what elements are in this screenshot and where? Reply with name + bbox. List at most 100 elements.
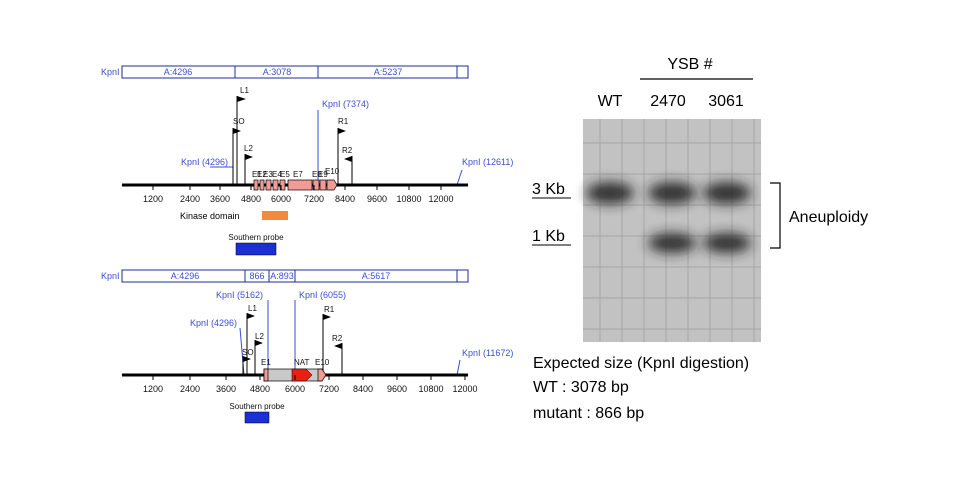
svg-text:R1: R1 xyxy=(324,305,335,314)
lane-label: 2470 xyxy=(650,93,686,110)
top-fragment-bar xyxy=(121,65,469,79)
svg-text:E1: E1 xyxy=(252,170,262,179)
bottom-exon-label: NAT xyxy=(294,358,310,367)
svg-text:L1: L1 xyxy=(240,86,249,95)
bottom-map: KpnI A:4296 866 A:893 A:5617 KpnI (5162)… xyxy=(101,269,513,424)
svg-text:L1: L1 xyxy=(248,304,257,313)
svg-text:E8: E8 xyxy=(312,170,322,179)
top-southern-probe xyxy=(235,242,277,256)
aneuploidy-bracket xyxy=(770,182,781,249)
top-primer-r2: R2 xyxy=(342,146,353,185)
bottom-kpn-left-label: KpnI xyxy=(101,271,120,281)
top-site-label: KpnI (12611) xyxy=(462,157,513,167)
note-line: Expected size (KpnI digestion) xyxy=(533,355,749,372)
gel-header: YSB # xyxy=(667,56,712,73)
svg-text:8400: 8400 xyxy=(353,384,373,394)
svg-text:L2: L2 xyxy=(244,144,253,153)
gel-panel: YSB # WT 2470 3061 3 Kb 1 Kb xyxy=(532,56,868,342)
svg-text:1200: 1200 xyxy=(143,384,163,394)
gel-band xyxy=(703,182,751,204)
bottom-fragment-label: 866 xyxy=(249,271,264,281)
bottom-southern-probe xyxy=(244,411,270,424)
svg-text:L2: L2 xyxy=(255,332,264,341)
top-fragment-label: A:3078 xyxy=(263,67,292,77)
gel-band xyxy=(586,182,634,204)
svg-text:E3: E3 xyxy=(263,170,273,179)
svg-text:2400: 2400 xyxy=(180,194,200,204)
expected-size-notes: Expected size (KpnI digestion) WT : 3078… xyxy=(533,355,749,422)
svg-text:E10: E10 xyxy=(325,167,340,176)
svg-text:6000: 6000 xyxy=(285,384,305,394)
svg-text:R1: R1 xyxy=(338,117,349,126)
svg-text:E4: E4 xyxy=(272,170,282,179)
top-map: KpnI A:4296 A:3078 A:5237 KpnI (4296) Kp… xyxy=(101,65,513,256)
top-site-line xyxy=(210,166,234,185)
svg-text:E5: E5 xyxy=(280,170,290,179)
bottom-exon-label: E1 xyxy=(261,358,271,367)
aneuploidy-label: Aneuploidy xyxy=(789,209,868,226)
top-primer-so: SO xyxy=(232,117,245,185)
top-exon-labels: E1 E2 E3 E4 E5 E7 E8 E9 E10 xyxy=(252,167,340,179)
svg-text:4800: 4800 xyxy=(241,194,261,204)
top-scale-ticks: 1200 2400 3600 4800 6000 7200 8400 9600 … xyxy=(143,185,454,204)
bottom-primer-r1: R1 xyxy=(322,305,335,375)
kinase-domain-label: Kinase domain xyxy=(180,211,240,221)
svg-text:E2: E2 xyxy=(257,170,267,179)
top-site-label: KpnI (4296) xyxy=(181,157,228,167)
bottom-site-label: KpnI (5162) xyxy=(216,290,263,300)
gel-blot xyxy=(583,119,761,342)
svg-text:4800: 4800 xyxy=(250,384,270,394)
top-fragment-label: A:4296 xyxy=(164,67,193,77)
bottom-fragment-label: A:5617 xyxy=(362,271,391,281)
bottom-primer-l2: L2 xyxy=(254,332,264,375)
svg-text:10800: 10800 xyxy=(418,384,443,394)
lane-label: 3061 xyxy=(708,93,744,110)
marker-label-3kb: 3 Kb xyxy=(532,181,565,198)
svg-text:SO: SO xyxy=(233,117,245,126)
bottom-probe-label: Southern probe xyxy=(229,402,285,411)
svg-text:8400: 8400 xyxy=(335,194,355,204)
top-exon-blocks xyxy=(253,179,338,191)
svg-text:3600: 3600 xyxy=(216,384,236,394)
bottom-fragment-label: A:4296 xyxy=(171,271,200,281)
svg-text:SO: SO xyxy=(242,348,254,357)
svg-text:R2: R2 xyxy=(342,146,353,155)
note-line: WT : 3078 bp xyxy=(533,379,629,396)
svg-text:10800: 10800 xyxy=(396,194,421,204)
svg-text:7200: 7200 xyxy=(319,384,339,394)
top-primer-l1: L1 xyxy=(236,86,249,185)
svg-text:12000: 12000 xyxy=(428,194,453,204)
nat-arrow xyxy=(291,368,313,382)
gel-band xyxy=(703,233,751,253)
note-line: mutant : 866 bp xyxy=(533,405,644,422)
svg-text:E9: E9 xyxy=(318,170,328,179)
marker-label-1kb: 1 Kb xyxy=(532,228,565,245)
svg-text:R2: R2 xyxy=(332,334,343,343)
bottom-scale-ticks: 1200 2400 3600 4800 6000 7200 8400 9600 … xyxy=(143,375,478,394)
kinase-domain-bar xyxy=(262,211,288,220)
bottom-site-label: KpnI (11672) xyxy=(462,348,513,358)
bottom-exon-label: E10 xyxy=(315,358,330,367)
gel-bands xyxy=(586,182,751,253)
bottom-primer-l1: L1 xyxy=(246,304,257,375)
svg-text:6000: 6000 xyxy=(271,194,291,204)
bottom-fragment-label: A:893 xyxy=(270,271,294,281)
svg-text:1200: 1200 xyxy=(143,194,163,204)
svg-text:3600: 3600 xyxy=(210,194,230,204)
gel-band xyxy=(648,233,696,253)
top-probe-label: Southern probe xyxy=(228,233,284,242)
bottom-exon-e1 xyxy=(263,368,269,382)
top-site-label: KpnI (7374) xyxy=(322,99,369,109)
bottom-primer-so: SO xyxy=(242,348,254,375)
bottom-exon-e10 xyxy=(317,368,327,382)
svg-text:7200: 7200 xyxy=(304,194,324,204)
bottom-site-label: KpnI (4296) xyxy=(190,318,237,328)
lane-label: WT xyxy=(598,93,623,110)
svg-text:E7: E7 xyxy=(293,170,303,179)
top-primer-r1: R1 xyxy=(337,117,349,185)
top-kpn-left-label: KpnI xyxy=(101,67,120,77)
bottom-site-label: KpnI (6055) xyxy=(299,290,346,300)
bottom-site-line xyxy=(456,359,461,376)
top-primer-l2: L2 xyxy=(244,144,253,185)
